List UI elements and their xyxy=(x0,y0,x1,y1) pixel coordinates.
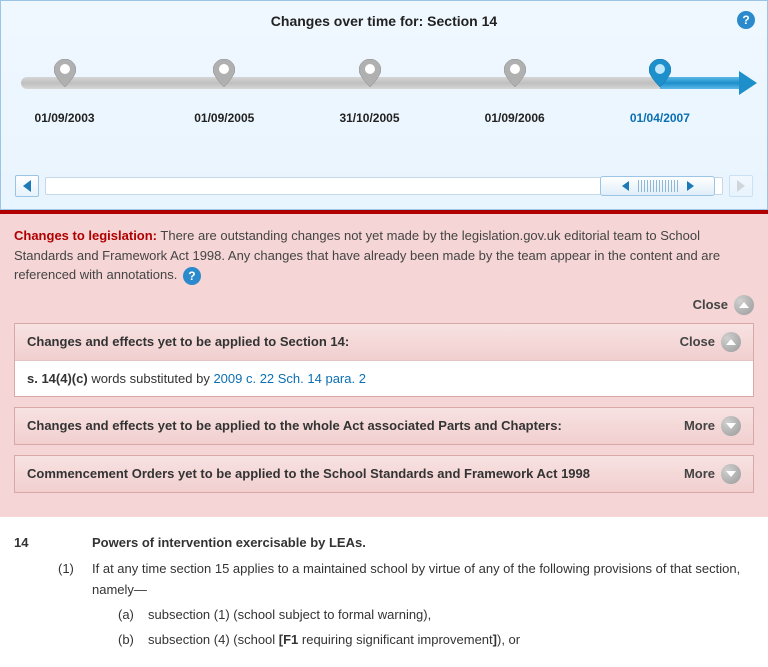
chevron-down-icon xyxy=(721,416,741,436)
changes-lead: Changes to legislation: There are outsta… xyxy=(14,226,754,285)
paragraph-suffix: ), or xyxy=(497,632,520,647)
timeline-point[interactable]: 31/10/2005 xyxy=(339,59,399,125)
timeline-point-label: 31/10/2005 xyxy=(339,111,399,125)
changes-close-button[interactable]: Close xyxy=(693,295,754,315)
close-label: Close xyxy=(693,297,728,312)
paragraph-text: subsection (1) (school subject to formal… xyxy=(148,605,431,626)
toggle-label: More xyxy=(684,466,715,481)
change-ref: s. 14(4)(c) xyxy=(27,371,88,386)
section-heading: Powers of intervention exercisable by LE… xyxy=(58,533,366,554)
change-mid: words substituted by xyxy=(88,371,214,386)
chevron-right-icon xyxy=(737,180,745,192)
chevron-down-icon xyxy=(721,464,741,484)
accordion-title: Changes and effects yet to be applied to… xyxy=(27,418,562,433)
accordion-header[interactable]: Changes and effects yet to be applied to… xyxy=(15,408,753,444)
accordion-section: Commencement Orders yet to be applied to… xyxy=(14,455,754,493)
accordion-toggle[interactable]: More xyxy=(684,416,741,436)
subsection-text: If at any time section 15 applies to a m… xyxy=(92,559,754,601)
help-icon[interactable]: ? xyxy=(183,267,201,285)
slider-thumb[interactable] xyxy=(600,176,715,196)
toggle-label: Close xyxy=(680,334,715,349)
paragraph-mid: requiring significant improvement xyxy=(298,632,492,647)
accordion-section: Changes and effects yet to be applied to… xyxy=(14,407,754,445)
timeline-prev-button[interactable] xyxy=(15,175,39,197)
subsection-number: (1) xyxy=(58,559,92,601)
amendment-open-bracket: [F1 xyxy=(279,632,299,647)
toggle-label: More xyxy=(684,418,715,433)
accordion-header[interactable]: Changes and effects yet to be applied to… xyxy=(15,324,753,360)
legislation-text: 14 Powers of intervention exercisable by… xyxy=(0,517,768,667)
paragraph-prefix: subsection (4) (school xyxy=(148,632,279,647)
timeline-slider[interactable] xyxy=(45,177,723,195)
accordion-body: s. 14(4)(c) words substituted by 2009 c.… xyxy=(15,360,753,396)
timeline-point[interactable]: 01/09/2006 xyxy=(485,59,545,125)
timeline-point[interactable]: 01/09/2003 xyxy=(35,59,95,125)
timeline-point-label: 01/04/2007 xyxy=(630,111,690,125)
timeline-point-label: 01/09/2005 xyxy=(194,111,254,125)
changes-close-bar: Close xyxy=(14,285,754,323)
timeline-arrow-icon xyxy=(739,71,757,95)
accordion-section: Changes and effects yet to be applied to… xyxy=(14,323,754,397)
paragraph-text: subsection (4) (school [F1 requiring sig… xyxy=(148,630,520,651)
help-icon[interactable]: ? xyxy=(737,11,755,29)
timeline-title: Changes over time for: Section 14 xyxy=(15,9,753,37)
section-number: 14 xyxy=(14,533,58,554)
chevron-up-icon xyxy=(734,295,754,315)
chevron-left-icon xyxy=(622,181,629,191)
accordion-header[interactable]: Commencement Orders yet to be applied to… xyxy=(15,456,753,492)
accordion-toggle[interactable]: More xyxy=(684,464,741,484)
timeline-point-label: 01/09/2003 xyxy=(35,111,95,125)
accordion-title: Commencement Orders yet to be applied to… xyxy=(27,466,590,481)
map-pin-icon xyxy=(54,59,76,87)
timeline-point[interactable]: 01/04/2007 xyxy=(630,59,690,125)
paragraph-number: (a) xyxy=(118,605,148,626)
timeline-next-button[interactable] xyxy=(729,175,753,197)
changes-panel: Changes to legislation: There are outsta… xyxy=(0,210,768,517)
chevron-left-icon xyxy=(23,180,31,192)
changes-lead-label: Changes to legislation: xyxy=(14,228,157,243)
map-pin-icon xyxy=(504,59,526,87)
map-pin-icon xyxy=(213,59,235,87)
timeline-controls xyxy=(15,175,753,197)
paragraph-number: (b) xyxy=(118,630,148,651)
timeline-track: 01/09/2003 01/09/2005 31/10/2005 01/09/2006… xyxy=(21,77,747,167)
accordion-title: Changes and effects yet to be applied to… xyxy=(27,334,349,349)
grip-icon xyxy=(638,180,678,192)
timeline-panel: Changes over time for: Section 14 ? 01/0… xyxy=(0,0,768,210)
chevron-up-icon xyxy=(721,332,741,352)
chevron-right-icon xyxy=(687,181,694,191)
timeline-point-label: 01/09/2006 xyxy=(485,111,545,125)
change-link[interactable]: 2009 c. 22 Sch. 14 para. 2 xyxy=(213,371,366,386)
accordion-toggle[interactable]: Close xyxy=(680,332,741,352)
timeline-point[interactable]: 01/09/2005 xyxy=(194,59,254,125)
map-pin-icon xyxy=(649,59,671,87)
map-pin-icon xyxy=(358,59,380,87)
